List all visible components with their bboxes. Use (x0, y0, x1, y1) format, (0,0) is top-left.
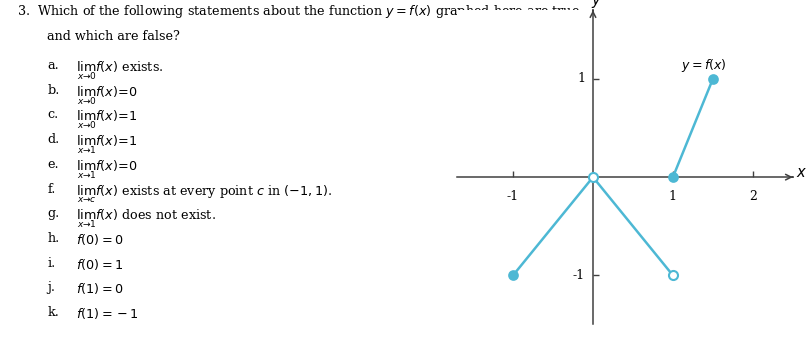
Text: $\lim_{x\to 1} f(x)$ does not exist.: $\lim_{x\to 1} f(x)$ does not exist. (76, 207, 216, 230)
Text: $f(1) = -1$: $f(1) = -1$ (76, 306, 138, 321)
Text: 3.  Which of the following statements about the function $y = f(x)$ graphed here: 3. Which of the following statements abo… (17, 3, 583, 20)
Text: $f(1) = 0$: $f(1) = 0$ (76, 281, 123, 296)
Text: $y = f(x)$: $y = f(x)$ (681, 57, 726, 74)
Text: and which are false?: and which are false? (48, 30, 180, 43)
Text: $f(0) = 1$: $f(0) = 1$ (76, 257, 123, 271)
Text: $x$: $x$ (796, 166, 807, 180)
Text: 2: 2 (749, 190, 756, 203)
Text: $\lim_{x\to c} f(x)$ exists at every point $c$ in $(-1,1)$.: $\lim_{x\to c} f(x)$ exists at every poi… (76, 183, 332, 204)
Text: -1: -1 (573, 269, 585, 282)
Text: k.: k. (48, 306, 59, 319)
Text: $\lim_{x\to 1} f(x) = 0$: $\lim_{x\to 1} f(x) = 0$ (76, 158, 138, 180)
Text: j.: j. (48, 281, 55, 294)
Text: $\lim_{x\to 0} f(x) = 1$: $\lim_{x\to 0} f(x) = 1$ (76, 108, 137, 131)
Text: 1: 1 (669, 190, 677, 203)
Text: h.: h. (48, 232, 60, 245)
Text: -1: -1 (507, 190, 519, 203)
Text: $\lim_{x\to 1} f(x) = 1$: $\lim_{x\to 1} f(x) = 1$ (76, 133, 137, 156)
Text: a.: a. (48, 59, 59, 72)
Text: $\lim_{x\to 0} f(x) = 0$: $\lim_{x\to 0} f(x) = 0$ (76, 84, 138, 106)
Text: $y$: $y$ (591, 0, 603, 10)
Text: g.: g. (48, 207, 60, 220)
Text: f.: f. (48, 183, 56, 195)
Text: 1: 1 (577, 72, 585, 86)
Text: $\lim_{x\to 0} f(x)$ exists.: $\lim_{x\to 0} f(x)$ exists. (76, 59, 163, 82)
Text: e.: e. (48, 158, 59, 171)
Text: $f(0) = 0$: $f(0) = 0$ (76, 232, 123, 247)
Text: i.: i. (48, 257, 56, 269)
Text: c.: c. (48, 108, 59, 121)
Text: d.: d. (48, 133, 60, 146)
Text: b.: b. (48, 84, 60, 97)
